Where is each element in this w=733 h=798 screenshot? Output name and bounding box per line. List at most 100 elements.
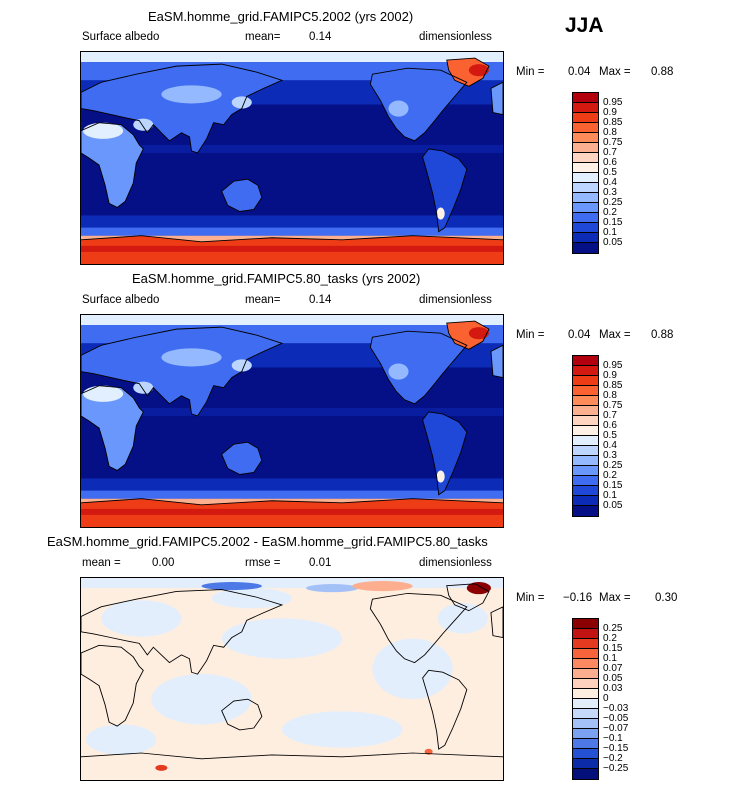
panel-2-min-label: Min =: [516, 329, 545, 341]
panel-1-colorbar-swatch: [573, 143, 598, 153]
panel-3-colorbar-swatch: [573, 699, 598, 709]
panel-1-colorbar-swatch: [573, 173, 598, 183]
panel-3-colorbar-tick: 0.07: [603, 663, 623, 674]
panel-2-colorbar-swatch: [573, 486, 598, 496]
panel-3-colorbar-tick: −0.1: [603, 733, 623, 744]
panel-3-colorbar: [572, 618, 599, 780]
panel-1-variable: Surface albedo: [82, 31, 160, 43]
panel-2-colorbar-tick: 0.1: [603, 490, 617, 501]
panel-3-colorbar-tick: −0.15: [603, 743, 629, 754]
panel-1-colorbar-swatch: [573, 113, 598, 123]
panel-1-min-label: Min =: [516, 66, 545, 78]
panel-3-min-label: Min =: [516, 592, 545, 604]
panel-1-max-label: Max =: [599, 66, 631, 78]
panel-2-colorbar-tick: 0.7: [603, 410, 617, 421]
panel-1-colorbar-swatch: [573, 193, 598, 203]
panel-1-colorbar-tick: 0.1: [603, 227, 617, 238]
panel-3-colorbar-swatch: [573, 619, 598, 629]
panel-2-colorbar-swatch: [573, 426, 598, 436]
panel-3-colorbar-tick: 0.15: [603, 643, 623, 654]
panel-2-colorbar-swatch: [573, 406, 598, 416]
panel-2-mean-value: 0.14: [309, 294, 332, 306]
panel-2-colorbar-tick: 0.75: [603, 400, 623, 411]
panel-2-map: [80, 314, 504, 528]
panel-2-colorbar-tick: 0.6: [603, 420, 617, 431]
panel-3-colorbar-swatch: [573, 669, 598, 679]
panel-1-colorbar-tick: 0.2: [603, 207, 617, 218]
panel-1-colorbar-swatch: [573, 223, 598, 233]
panel-1-colorbar-swatch: [573, 133, 598, 143]
panel-1-mean-value: 0.14: [309, 31, 332, 43]
panel-1-colorbar-swatch: [573, 203, 598, 213]
panel-1-colorbar-tick: 0.4: [603, 177, 617, 188]
panel-2-min-value: 0.04: [568, 329, 591, 341]
panel-1-colorbar-swatch: [573, 123, 598, 133]
panel-3-map: [80, 577, 504, 781]
panel-1-colorbar-swatch: [573, 93, 598, 103]
panel-1-colorbar-tick: 0.95: [603, 97, 623, 108]
panel-3-rmse-value: 0.01: [309, 557, 332, 569]
panel-1-min-value: 0.04: [568, 66, 591, 78]
panel-1-max-value: 0.88: [651, 66, 674, 78]
panel-3-mean-value: 0.00: [152, 557, 175, 569]
panel-3-colorbar-swatch: [573, 659, 598, 669]
panel-2-colorbar-tick: 0.25: [603, 460, 623, 471]
panel-3-colorbar-tick: −0.05: [603, 713, 629, 724]
panel-2-colorbar-swatch: [573, 466, 598, 476]
panel-2-colorbar-swatch: [573, 476, 598, 486]
panel-3-colorbar-swatch: [573, 629, 598, 639]
panel-3-colorbar-tick: −0.2: [603, 753, 623, 764]
panel-2-max-value: 0.88: [651, 329, 674, 341]
panel-2-colorbar-tick: 0.5: [603, 430, 617, 441]
panel-3-colorbar-swatch: [573, 689, 598, 699]
panel-2-colorbar-tick: 0.95: [603, 360, 623, 371]
panel-1-colorbar-swatch: [573, 243, 598, 253]
panel-2-colorbar-tick: 0.05: [603, 500, 623, 511]
panel-3-colorbar-tick: 0.2: [603, 633, 617, 644]
panel-1-units: dimensionless: [419, 31, 492, 43]
panel-1-colorbar-swatch: [573, 213, 598, 223]
panel-3-title: EaSM.homme_grid.FAMIPC5.2002 - EaSM.homm…: [47, 534, 488, 549]
panel-1-map: [80, 51, 504, 265]
panel-2-colorbar-tick: 0.9: [603, 370, 617, 381]
panel-2-colorbar-swatch: [573, 386, 598, 396]
panel-1-colorbar-swatch: [573, 163, 598, 173]
panel-1-colorbar-swatch: [573, 103, 598, 113]
panel-2-colorbar-tick: 0.4: [603, 440, 617, 451]
panel-1-colorbar-tick: 0.5: [603, 167, 617, 178]
panel-3-colorbar-swatch: [573, 719, 598, 729]
panel-2-variable: Surface albedo: [82, 294, 160, 306]
panel-1-colorbar-tick: 0.6: [603, 157, 617, 168]
panel-3-colorbar-swatch: [573, 679, 598, 689]
panel-1-colorbar: [572, 92, 599, 254]
panel-2-colorbar: [572, 355, 599, 517]
panel-2-colorbar-swatch: [573, 456, 598, 466]
panel-2-colorbar-tick: 0.2: [603, 470, 617, 481]
panel-2-colorbar-swatch: [573, 366, 598, 376]
panel-1-colorbar-swatch: [573, 233, 598, 243]
panel-3-colorbar-tick: 0.05: [603, 673, 623, 684]
panel-1-mean-label: mean=: [245, 31, 281, 43]
panel-3-colorbar-swatch: [573, 749, 598, 759]
panel-2-colorbar-tick: 0.15: [603, 480, 623, 491]
panel-1-title: EaSM.homme_grid.FAMIPC5.2002 (yrs 2002): [148, 9, 414, 24]
panel-3-colorbar-swatch: [573, 769, 598, 779]
panel-2-colorbar-swatch: [573, 446, 598, 456]
panel-2-title: EaSM.homme_grid.FAMIPC5.80_tasks (yrs 20…: [132, 271, 421, 286]
panel-2-colorbar-swatch: [573, 396, 598, 406]
panel-3-colorbar-swatch: [573, 649, 598, 659]
panel-3-colorbar-tick: 0.25: [603, 623, 623, 634]
panel-3-colorbar-swatch: [573, 639, 598, 649]
panel-3-mean-label: mean =: [82, 557, 121, 569]
panel-3-colorbar-tick: −0.07: [603, 723, 629, 734]
panel-2-colorbar-swatch: [573, 416, 598, 426]
panel-3-colorbar-swatch: [573, 729, 598, 739]
panel-1-colorbar-tick: 0.3: [603, 187, 617, 198]
panel-3-max-value: 0.30: [655, 592, 678, 604]
panel-2-colorbar-tick: 0.8: [603, 390, 617, 401]
panel-3-colorbar-swatch: [573, 709, 598, 719]
panel-2-colorbar-swatch: [573, 356, 598, 366]
panel-3-colorbar-tick: −0.25: [603, 763, 629, 774]
panel-1-colorbar-swatch: [573, 183, 598, 193]
panel-2-max-label: Max =: [599, 329, 631, 341]
